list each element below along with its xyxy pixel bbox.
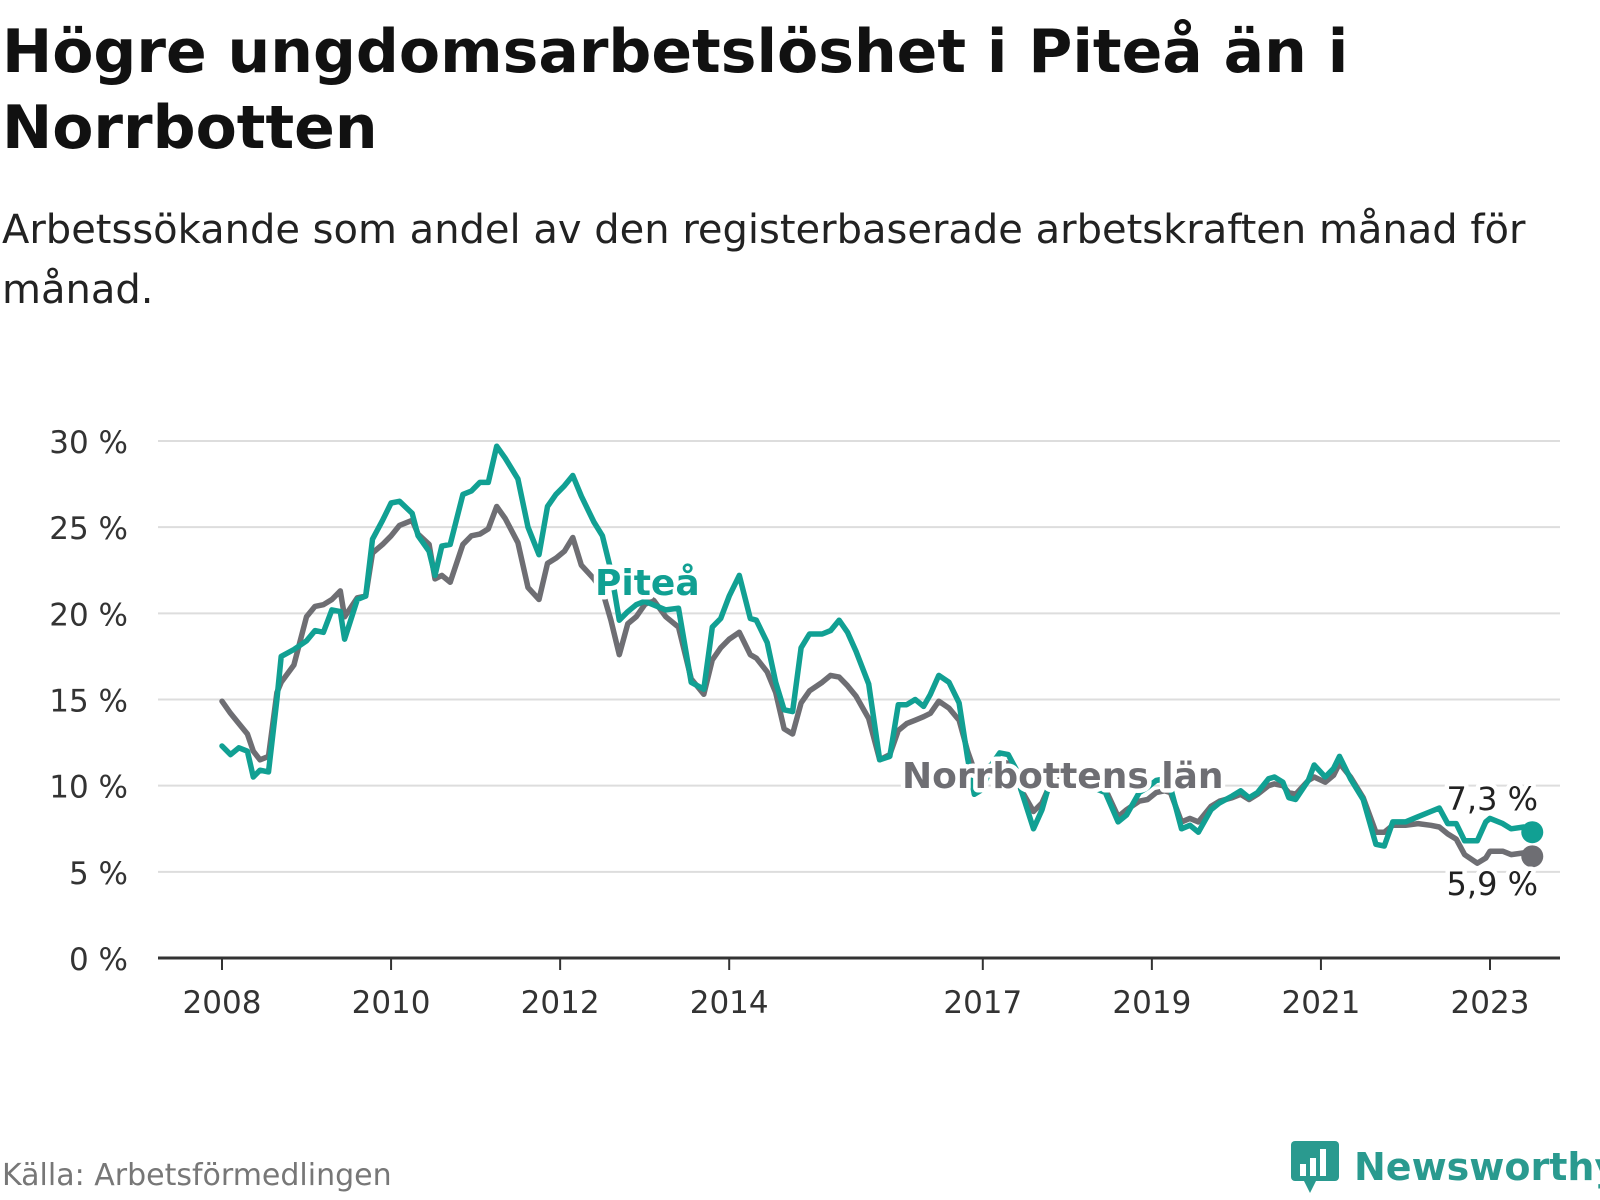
newsworthy-logo-icon — [1291, 1141, 1339, 1193]
series-label-pitea: Piteå — [595, 563, 700, 604]
y-axis-tick-labels: 0 % 5 % 10 % 15 % 20 % 25 % 30 % — [49, 425, 128, 978]
y-tick-label: 25 % — [49, 511, 128, 547]
brand-logo: Newsworthy — [1290, 1140, 1600, 1194]
y-tick-label: 20 % — [49, 597, 128, 633]
series-line-pitea — [219, 443, 1536, 849]
end-label-pitea-halo: 7,3 % — [1447, 780, 1538, 818]
x-tick-label: 2012 — [521, 985, 600, 1021]
x-tick-label: 2019 — [1112, 985, 1191, 1021]
brand-name: Newsworthy — [1354, 1145, 1600, 1189]
x-tick-label: 2008 — [183, 985, 262, 1021]
end-label-norrbotten: 5,9 % — [1447, 865, 1538, 903]
end-label-norrbotten-halo: 5,9 % — [1447, 865, 1538, 903]
x-tick-label: 2017 — [943, 985, 1022, 1021]
x-tick-label: 2010 — [352, 985, 431, 1021]
end-point-norrbotten — [1521, 845, 1544, 868]
end-label-pitea: 7,3 % — [1447, 780, 1538, 818]
series-label-norrbotten-halo: Norrbottens län — [902, 756, 1224, 797]
end-point-pitea — [1521, 821, 1544, 844]
x-tick-label: 2023 — [1451, 985, 1530, 1021]
source-note: Källa: Arbetsförmedlingen — [2, 1158, 392, 1193]
y-tick-label: 30 % — [49, 425, 128, 461]
x-axis: 2008 2010 2012 2014 2017 2019 2021 2023 — [158, 956, 1560, 1021]
chart-subtitle: Arbetssökande som andel av den registerb… — [2, 207, 1526, 313]
gridlines — [158, 440, 1560, 873]
series-line-norrbotten — [219, 503, 1536, 866]
x-tick-label: 2021 — [1281, 985, 1360, 1021]
y-tick-label: 0 % — [69, 942, 128, 978]
chart-title: Högre ungdomsarbetslöshet i Piteå än i N… — [2, 17, 1349, 163]
series-lines — [219, 443, 1544, 868]
series-label-pitea-halo: Piteå — [595, 563, 700, 604]
y-tick-label: 15 % — [49, 684, 128, 720]
y-tick-label: 10 % — [49, 770, 128, 806]
series-label-norrbotten: Norrbottens län — [902, 756, 1224, 797]
y-tick-label: 5 % — [69, 856, 128, 892]
x-tick-label: 2014 — [690, 985, 769, 1021]
